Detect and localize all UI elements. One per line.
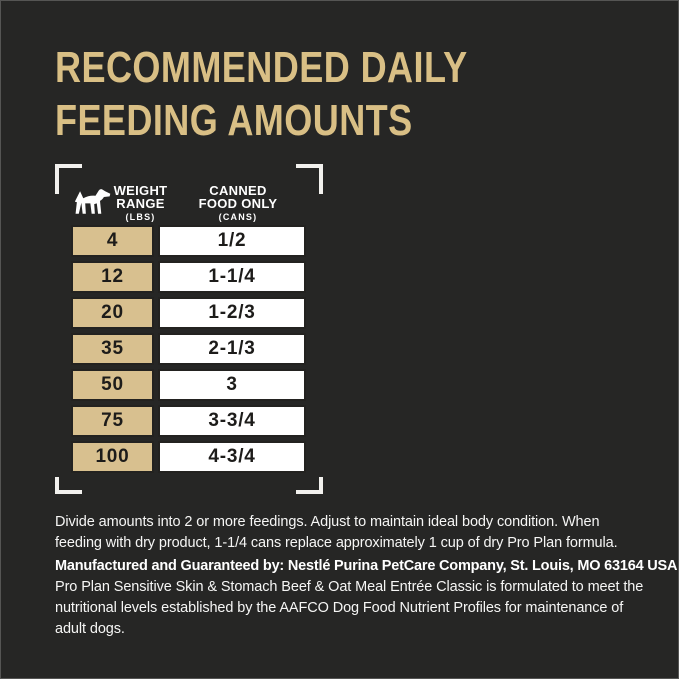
canned-header-line1: CANNED [209,182,267,198]
table-row: 100 4-3/4 [71,441,306,473]
weight-cell: 50 [71,369,154,401]
weight-header-unit: (LBS) [125,211,156,222]
table-header-row: WEIGHT RANGE (LBS) CANNED FOOD ONLY (CAN… [55,164,323,225]
canned-header-cell: CANNED FOOD ONLY (CANS) [173,182,303,222]
feeding-table: WEIGHT RANGE (LBS) CANNED FOOD ONLY (CAN… [55,164,323,494]
canned-header-line2: FOOD ONLY [198,196,278,211]
weight-header-line1: WEIGHT [113,182,168,198]
weight-header-cell: WEIGHT RANGE (LBS) [65,182,173,222]
weight-cell: 20 [71,297,154,329]
weight-cell: 100 [71,441,154,473]
weight-header-text: WEIGHT RANGE (LBS) [113,182,168,222]
aafco-statement-line3: adult dogs. [55,621,125,637]
cans-cell: 4-3/4 [158,441,306,473]
aafco-statement-line2: nutritional levels established by the AA… [55,600,624,616]
table-row: 35 2-1/3 [71,333,306,365]
table-corner-bracket-top-left [55,164,82,194]
page-title: RECOMMENDED DAILY FEEDING AMOUNTS [55,41,468,147]
table-row: 50 3 [71,369,306,401]
weight-header-line2: RANGE [116,196,165,211]
cans-cell: 3-3/4 [158,405,306,437]
dog-icon [74,188,110,214]
cans-cell: 3 [158,369,306,401]
weight-cell: 12 [71,261,154,293]
table-corner-bracket-bottom-left [55,477,82,494]
cans-cell: 1-1/4 [158,261,306,293]
feeding-instructions-note: Divide amounts into 2 or more feedings. … [55,512,618,554]
table-corner-bracket-bottom-right [296,477,323,494]
table-row: 75 3-3/4 [71,405,306,437]
table-corner-bracket-top-right [296,164,323,194]
canned-header-unit: (CANS) [218,211,258,222]
cans-cell: 1-2/3 [158,297,306,329]
table-body: 4 1/2 12 1-1/4 20 1-2/3 35 2-1/3 50 3 75… [71,225,306,473]
cans-cell: 1/2 [158,225,306,257]
aafco-statement-line1: Pro Plan Sensitive Skin & Stomach Beef &… [55,579,644,595]
table-row: 4 1/2 [71,225,306,257]
page-title-line2: FEEDING AMOUNTS [55,96,413,145]
cans-cell: 2-1/3 [158,333,306,365]
weight-cell: 35 [71,333,154,365]
table-row: 20 1-2/3 [71,297,306,329]
manufacturer-statement: Manufactured and Guaranteed by: Nestlé P… [55,558,678,574]
page-title-line1: RECOMMENDED DAILY [55,43,468,92]
feeding-instructions-line2: feeding with dry product, 1-1/4 cans rep… [55,535,618,551]
weight-cell: 4 [71,225,154,257]
feeding-instructions-line1: Divide amounts into 2 or more feedings. … [55,514,600,530]
table-row: 12 1-1/4 [71,261,306,293]
weight-cell: 75 [71,405,154,437]
aafco-statement: Pro Plan Sensitive Skin & Stomach Beef &… [55,577,643,640]
